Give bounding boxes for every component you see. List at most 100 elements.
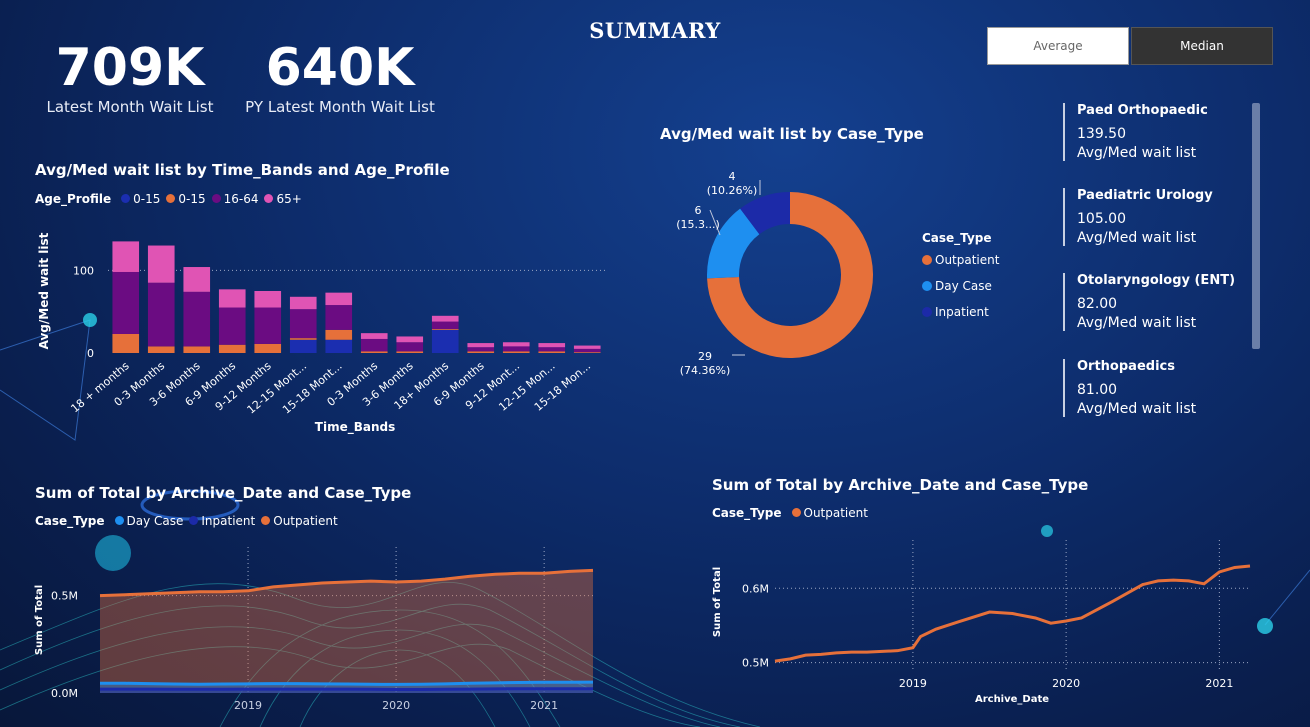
bar-segment[interactable] — [325, 292, 353, 306]
legend-dot — [211, 194, 221, 203]
bar-segment[interactable] — [147, 245, 175, 283]
area-line[interactable] — [100, 687, 593, 691]
median-button[interactable]: Median — [1131, 27, 1273, 65]
legend-dot — [121, 194, 131, 203]
bar-segment[interactable] — [467, 347, 495, 352]
bar-segment[interactable] — [254, 307, 282, 344]
bar-segment[interactable] — [183, 346, 211, 353]
bar-segment[interactable] — [218, 307, 246, 345]
legend-item[interactable]: 0-15 — [121, 192, 160, 206]
bar-segment[interactable] — [538, 343, 566, 348]
bar-segment[interactable] — [502, 346, 530, 352]
bar-segment[interactable] — [360, 351, 388, 353]
legend-item[interactable]: 65+ — [264, 192, 302, 206]
bar-segment[interactable] — [254, 291, 282, 308]
bar-segment[interactable] — [431, 329, 459, 330]
y-tick-label: 0.0M — [51, 687, 78, 700]
bar-segment[interactable] — [289, 338, 317, 340]
bar-segment[interactable] — [325, 339, 353, 353]
bar-segment[interactable] — [502, 342, 530, 347]
bar-segment[interactable] — [147, 282, 175, 347]
legend-item[interactable]: 0-15 — [166, 192, 206, 206]
slice-pct-label: (10.26%) — [707, 184, 758, 197]
card-label: Avg/Med wait list — [1077, 315, 1197, 331]
bar-segment[interactable] — [289, 296, 317, 310]
area-line[interactable] — [99, 568, 594, 598]
bar-segment[interactable] — [502, 351, 530, 353]
y-tick-label: 0 — [87, 347, 94, 360]
y-tick-label: 100 — [73, 264, 94, 277]
cards-scrollbar[interactable] — [1252, 103, 1260, 349]
legend-item[interactable]: Day Case — [114, 514, 183, 528]
legend-label[interactable]: Outpatient — [935, 253, 1000, 267]
bar-segment[interactable] — [396, 342, 424, 352]
card-specialty-name: Otolaryngology (ENT) — [1077, 273, 1236, 288]
legend-item[interactable]: Inpatient — [189, 514, 255, 528]
legend-title: Case_Type — [35, 514, 105, 528]
donut-slice[interactable] — [707, 208, 760, 279]
bar-segment[interactable] — [573, 348, 601, 353]
legend-dot — [922, 255, 932, 265]
donut-slice[interactable] — [707, 192, 873, 358]
legend-label[interactable]: Inpatient — [935, 305, 989, 319]
slice-value-label: 6 — [695, 204, 702, 217]
bar-segment[interactable] — [325, 329, 353, 340]
legend-label: Outpatient — [273, 514, 338, 528]
leader-line — [709, 209, 721, 236]
legend-item[interactable]: Outpatient — [261, 514, 338, 528]
bar-segment[interactable] — [289, 339, 317, 353]
kpi-value: 709K — [55, 38, 205, 98]
bar-segment[interactable] — [112, 241, 140, 272]
line-chart-title: Sum of Total by Archive_Date and Case_Ty… — [712, 476, 1089, 494]
bar-segment[interactable] — [431, 315, 459, 322]
bar-segment[interactable] — [183, 291, 211, 347]
bar-segment[interactable] — [112, 333, 140, 353]
bar-segment[interactable] — [467, 343, 495, 348]
bar-segment[interactable] — [254, 343, 282, 353]
line-chart: 2019 2020 2021 0.5M 0.6M Archive_Date Sum of T… — [712, 540, 1251, 705]
area-line[interactable] — [100, 680, 594, 686]
legend-item[interactable]: Outpatient — [791, 506, 868, 520]
card-value: 82.00 — [1077, 296, 1118, 312]
x-tick-label: 18 + months — [68, 359, 131, 415]
bar-segment[interactable] — [183, 267, 211, 292]
x-tick-label: 2020 — [1052, 677, 1080, 690]
bar-segment[interactable] — [147, 346, 175, 353]
legend-dot — [791, 508, 801, 517]
slice-pct-label: (15.3...) — [676, 218, 720, 231]
card-specialty-name: Paed Orthopaedic — [1077, 103, 1208, 118]
card-specialty-name: Orthopaedics — [1077, 359, 1175, 374]
bar-segment[interactable] — [360, 333, 388, 339]
bar-segment[interactable] — [112, 271, 140, 334]
y-tick-label: 0.5M — [742, 657, 769, 670]
specialty-card: Paed Orthopaedic 139.50 Avg/Med wait lis… — [1063, 103, 1257, 161]
slice-value-label: 4 — [729, 170, 736, 183]
bar-segment[interactable] — [396, 351, 424, 353]
bar-segment[interactable] — [538, 351, 566, 353]
kpi-label: Latest Month Wait List — [46, 98, 214, 116]
bar-segment[interactable] — [467, 351, 495, 353]
legend-label[interactable]: Day Case — [935, 279, 992, 293]
bar-segment[interactable] — [325, 305, 353, 330]
bar-segment[interactable] — [573, 352, 601, 353]
legend-dot — [264, 194, 274, 203]
slice-pct-label: (74.36%) — [680, 364, 731, 377]
bar-segment[interactable] — [218, 344, 246, 353]
bar-segment[interactable] — [431, 329, 459, 353]
bar-segment[interactable] — [573, 345, 601, 349]
line-series[interactable] — [774, 564, 1251, 663]
bar-segment[interactable] — [218, 289, 246, 308]
kpi-label: PY Latest Month Wait List — [245, 98, 435, 116]
legend-item[interactable]: 16-64 — [211, 192, 258, 206]
bar-segment[interactable] — [360, 338, 388, 352]
legend-title: Case_Type — [712, 506, 782, 520]
legend-title: Case_Type — [922, 231, 992, 246]
bar-segment[interactable] — [396, 336, 424, 343]
average-button[interactable]: Average — [987, 27, 1129, 65]
bar-segment[interactable] — [431, 321, 459, 330]
card-label: Avg/Med wait list — [1077, 145, 1197, 161]
bar-segment[interactable] — [289, 309, 317, 339]
bar-segment[interactable] — [538, 347, 566, 352]
donut-slice[interactable] — [740, 192, 790, 235]
